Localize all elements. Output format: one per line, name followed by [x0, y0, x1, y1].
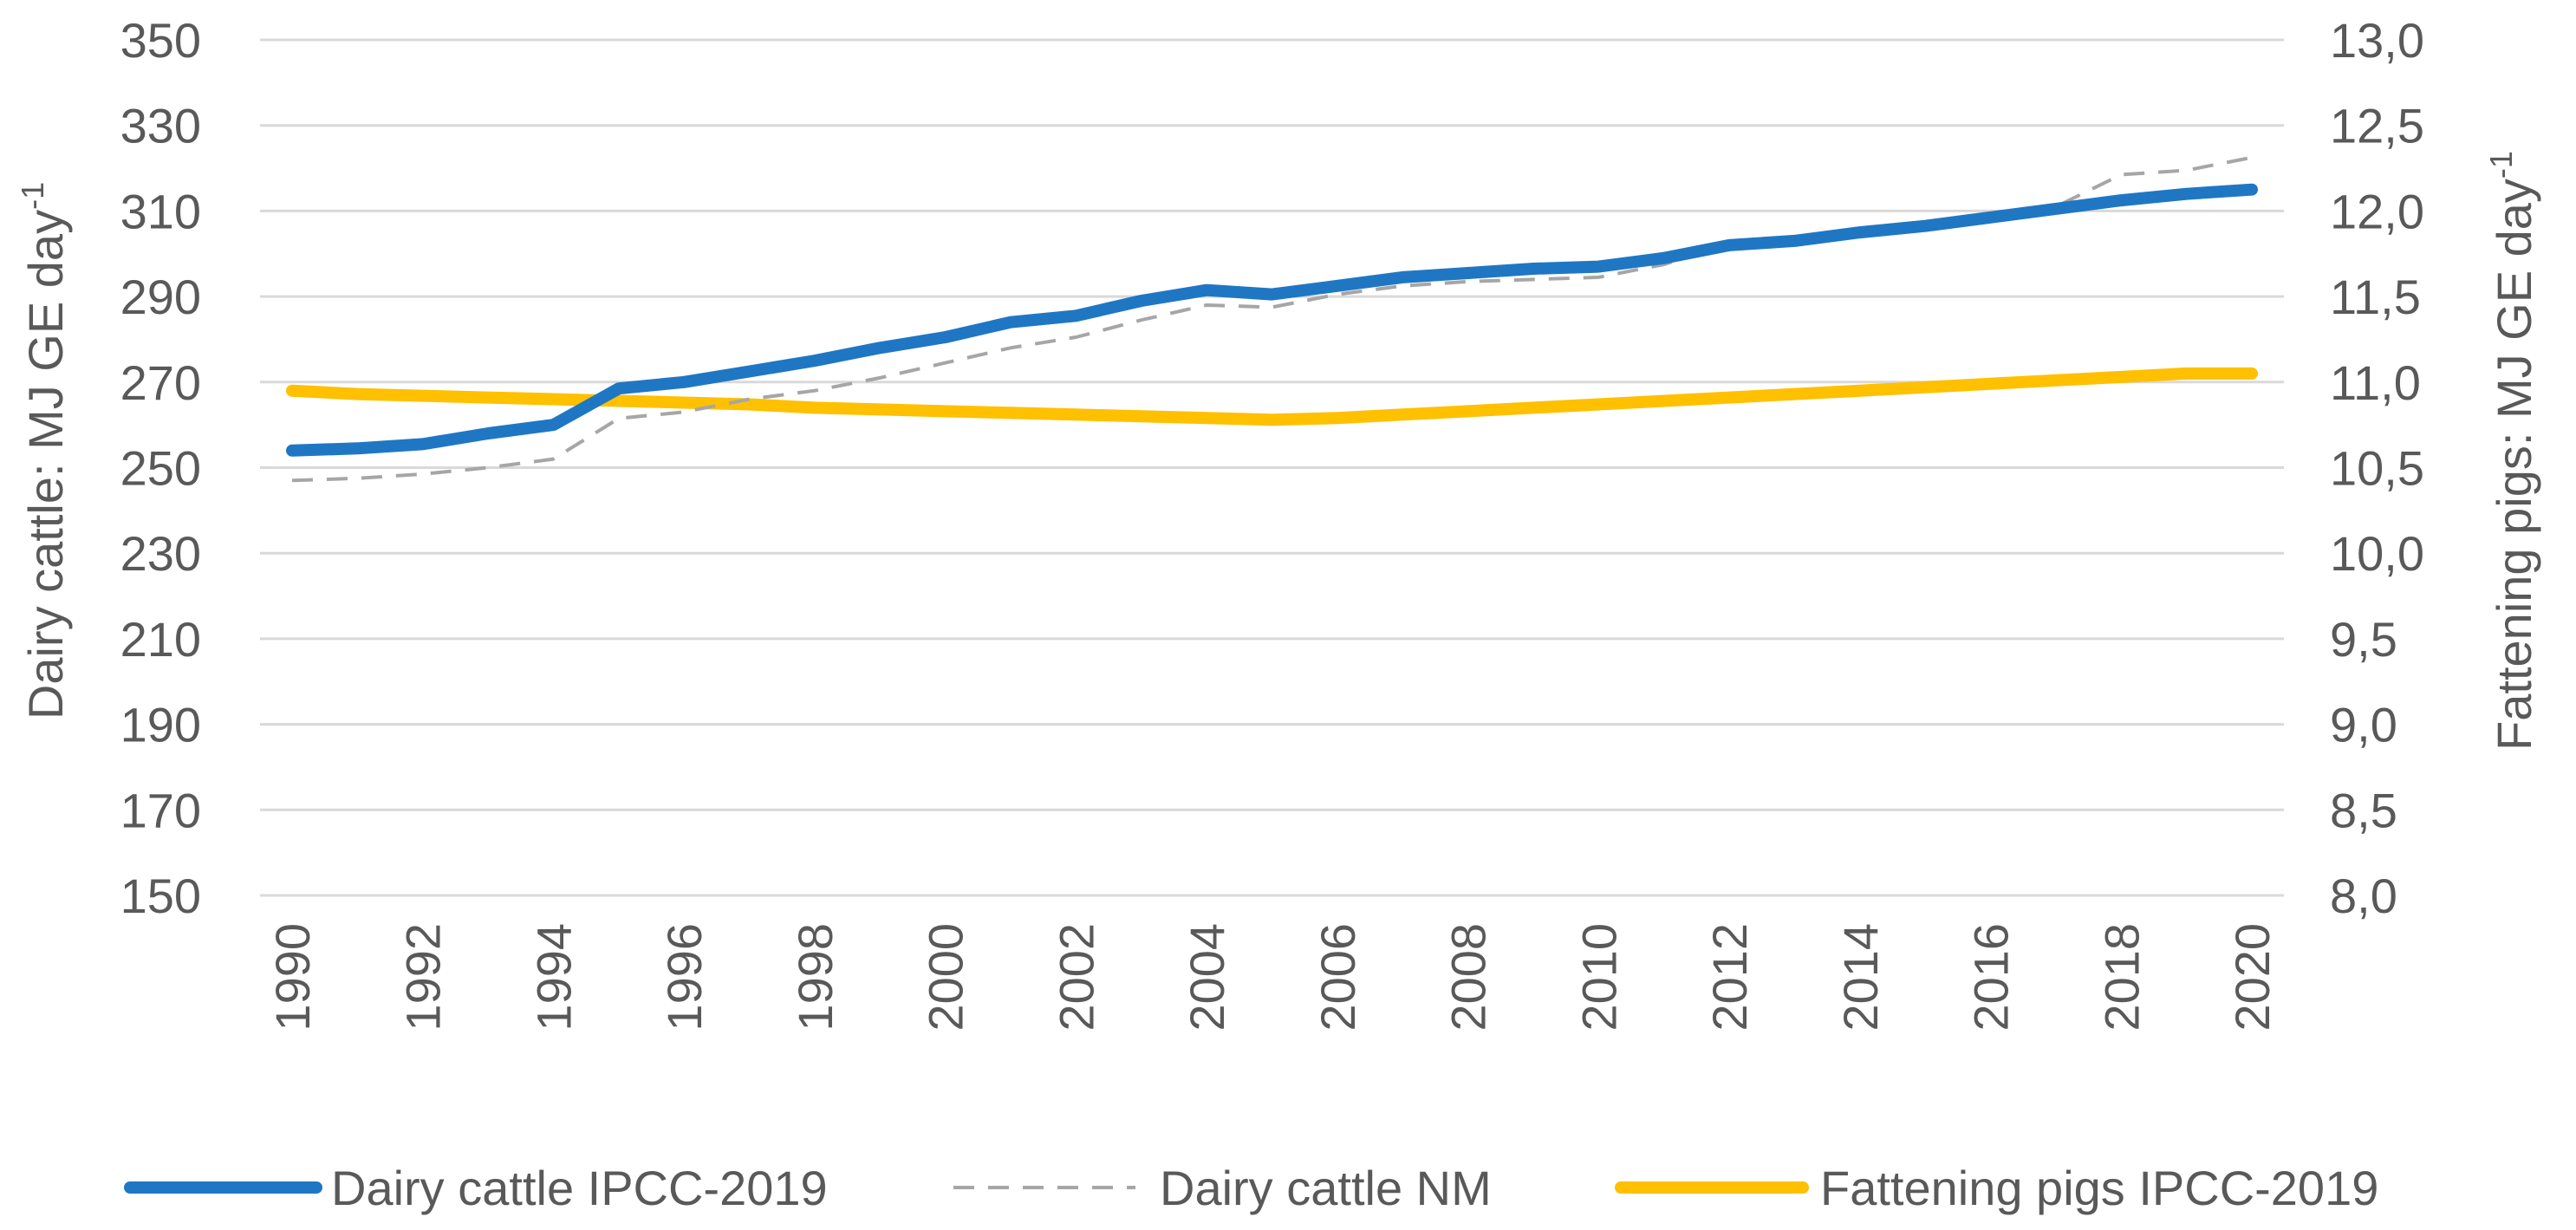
right-y-tick-label: 12,5: [2330, 99, 2424, 153]
x-tick-label: 1990: [265, 923, 320, 1032]
x-tick-label: 2000: [919, 923, 973, 1032]
x-tick-label: 2006: [1311, 923, 1365, 1032]
x-tick-label: 2016: [1964, 923, 2019, 1032]
series-lines: [286, 155, 2258, 483]
right-y-tick-label: 8,5: [2330, 783, 2397, 837]
x-tick-label: 1996: [657, 923, 712, 1032]
right-y-tick-label: 11,5: [2330, 270, 2421, 324]
left-y-tick-label: 230: [120, 526, 201, 581]
right-y-axis-title: Fattening pigs: MJ GE day-1: [2483, 151, 2541, 751]
left-y-tick-label: 290: [120, 270, 201, 324]
right-y-axis-ticks: 8,0 8,5 9,0 9,5 10,0 10,5 11,0 11,5 12,0 12,5 13,0: [2330, 13, 2424, 923]
legend-label-pigs-ipcc: Fattening pigs IPCC-2019: [1820, 1161, 2378, 1215]
right-y-tick-label: 8,0: [2330, 869, 2397, 923]
x-tick-label: 2004: [1180, 923, 1234, 1032]
left-y-tick-label: 310: [120, 184, 201, 238]
x-tick-label: 1998: [788, 923, 842, 1032]
right-y-tick-label: 9,0: [2330, 698, 2397, 752]
x-tick-label: 2014: [1833, 923, 1888, 1032]
x-tick-label: 1994: [526, 923, 581, 1032]
left-y-tick-label: 170: [120, 783, 201, 837]
legend-label-dairy-ipcc: Dairy cattle IPCC-2019: [331, 1161, 828, 1215]
left-y-tick-label: 210: [120, 612, 201, 667]
left-y-axis-title: Dairy cattle: MJ GE day-1: [15, 182, 73, 719]
x-tick-label: 2018: [2094, 923, 2149, 1032]
right-y-tick-label: 10,0: [2330, 526, 2424, 581]
left-y-tick-label: 190: [120, 698, 201, 752]
series-line-dairy-cattle-nm: [291, 155, 2253, 483]
right-y-tick-label: 12,0: [2330, 184, 2424, 238]
legend-label-dairy-nm: Dairy cattle NM: [1160, 1161, 1492, 1215]
legend: Dairy cattle IPCC-2019 Dairy cattle NM F…: [124, 1161, 2378, 1215]
x-axis-ticks: 1990 1992 1994 1996 1998 2000 2002 2004 2006 2008…: [265, 923, 2280, 1032]
x-tick-label: 2020: [2225, 923, 2280, 1032]
x-tick-label: 2010: [1571, 923, 1626, 1032]
legend-item-dairy-nm: Dairy cattle NM: [953, 1161, 1492, 1215]
legend-item-pigs-ipcc: Fattening pigs IPCC-2019: [1615, 1161, 2378, 1215]
gridlines: [260, 38, 2284, 897]
right-y-tick-label: 13,0: [2330, 13, 2424, 68]
series-line-dairy-cattle-ipcc-2019: [286, 183, 2258, 457]
left-y-axis-ticks: 150 170 190 210 230 250 270 290 310 330 350: [120, 13, 201, 923]
right-y-tick-label: 9,5: [2330, 612, 2397, 667]
right-y-tick-label: 10,5: [2330, 441, 2424, 496]
left-y-tick-label: 250: [120, 441, 201, 496]
left-y-tick-label: 150: [120, 869, 201, 923]
right-y-tick-label: 11,0: [2330, 355, 2421, 410]
left-y-tick-label: 330: [120, 99, 201, 153]
left-y-tick-label: 350: [120, 13, 201, 68]
x-tick-label: 2008: [1441, 923, 1496, 1032]
series-line-fattening-pigs-ipcc-2019: [286, 367, 2258, 426]
legend-item-dairy-ipcc: Dairy cattle IPCC-2019: [124, 1161, 828, 1215]
x-tick-label: 2012: [1702, 923, 1757, 1032]
x-tick-label: 1992: [396, 923, 451, 1032]
left-y-tick-label: 270: [120, 355, 201, 410]
x-tick-label: 2002: [1049, 923, 1103, 1032]
